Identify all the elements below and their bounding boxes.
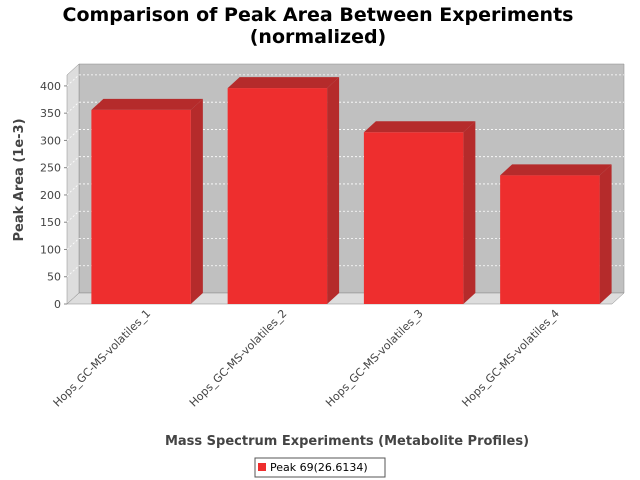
bar [500, 175, 600, 304]
gridline-side [66, 238, 80, 250]
bar-side [599, 164, 612, 304]
plot-area [66, 63, 625, 305]
y-tick-label: 200 [40, 189, 61, 202]
bar [91, 109, 191, 305]
y-tick-label: 300 [40, 134, 61, 147]
bar-top [227, 77, 340, 89]
y-tick-label: 150 [40, 216, 61, 229]
y-tick-label: 400 [40, 80, 61, 93]
gridline-side [66, 129, 80, 141]
bar-top [91, 98, 203, 110]
y-axis-ticks: 0 50 100 150 200 250 300 350 400 [40, 80, 67, 311]
plot-left-wall [66, 63, 80, 305]
x-tick-label: Hops_GC-MS-volatiles_2 [187, 307, 290, 410]
gridline-side [66, 183, 80, 196]
legend-box [254, 457, 386, 478]
legend: Peak 69(26.6134) [254, 457, 386, 478]
y-tick-label: 350 [40, 107, 61, 120]
gridline-side [66, 210, 80, 223]
bar-top [500, 164, 612, 176]
bar-top [363, 121, 476, 133]
y-tick-label: 250 [40, 162, 61, 175]
legend-swatch [258, 463, 266, 471]
chart-title-line1: Comparison of Peak Area Between Experime… [63, 4, 574, 26]
gridline-side [66, 265, 80, 278]
y-tick-label: 100 [40, 243, 61, 256]
gridline-side [66, 74, 80, 87]
x-axis-label: Mass Spectrum Experiments (Metabolite Pr… [165, 434, 529, 449]
chart-title-line2: (normalized) [250, 26, 387, 48]
bar [363, 132, 464, 304]
y-tick-label: 50 [47, 271, 61, 284]
y-tick-label: 0 [54, 298, 61, 311]
bar [227, 88, 328, 304]
gridline-side [66, 156, 80, 168]
bar-side [190, 98, 203, 305]
x-axis-ticks: Hops_GC-MS-volatiles_1 Hops_GC-MS-volatil… [51, 307, 562, 410]
bar-side [327, 77, 340, 304]
x-tick-label: Hops_GC-MS-volatiles_4 [459, 307, 562, 410]
bars [91, 77, 612, 305]
legend-entry-label: Peak 69(26.6134) [270, 461, 368, 474]
gridline-side [66, 101, 80, 114]
bar-side [463, 121, 476, 304]
x-tick-label: Hops_GC-MS-volatiles_3 [323, 307, 426, 410]
y-axis-label: Peak Area (1e-3) [12, 118, 27, 241]
x-tick-label: Hops_GC-MS-volatiles_1 [51, 307, 154, 410]
